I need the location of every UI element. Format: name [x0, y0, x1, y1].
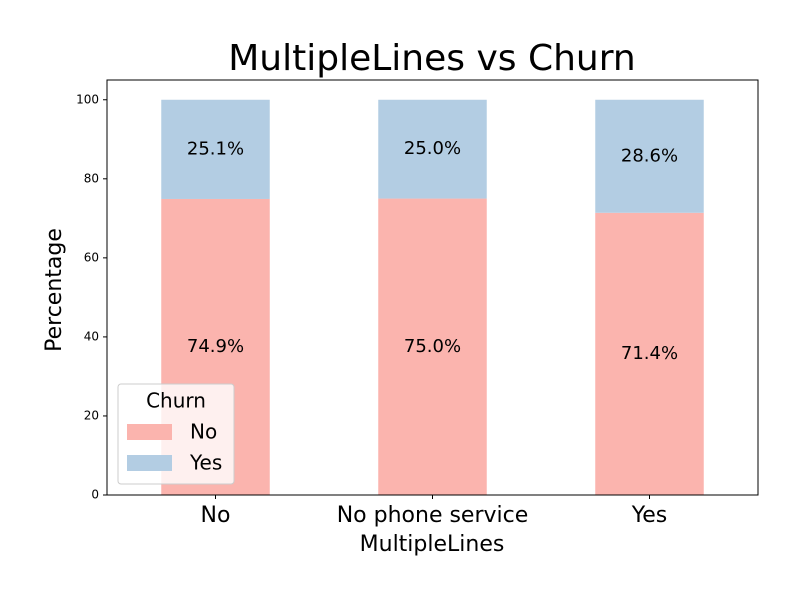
y-tick-label: 40 [84, 329, 99, 343]
bar-segment [595, 212, 704, 496]
bar-segment [378, 99, 487, 199]
x-tick-label: No [201, 503, 231, 528]
bar-segment [378, 198, 487, 496]
value-label: 28.6% [621, 145, 678, 166]
value-label: 25.1% [187, 138, 244, 159]
value-label: 75.0% [404, 336, 461, 357]
bar-segment [161, 99, 270, 199]
y-tick-label: 20 [84, 408, 99, 422]
y-tick-label: 0 [91, 488, 99, 502]
legend-swatch [127, 455, 172, 471]
y-axis-label: Percentage [42, 228, 67, 352]
x-axis-label: MultipleLines [360, 532, 505, 557]
x-tick-label: No phone service [337, 503, 529, 528]
legend-title: Churn [146, 389, 206, 413]
legend-swatch [127, 424, 172, 440]
value-label: 25.0% [404, 138, 461, 159]
y-tick-label: 80 [84, 171, 99, 185]
bar-segment [595, 99, 704, 213]
y-tick-label: 60 [84, 250, 99, 264]
legend-label: Yes [189, 451, 222, 475]
legend-label: No [190, 420, 217, 444]
chart-title: MultipleLines vs Churn [228, 38, 635, 79]
value-label: 71.4% [621, 343, 678, 364]
y-tick-label: 100 [76, 92, 99, 106]
axes-frame [106, 79, 759, 496]
x-tick-label: Yes [631, 503, 668, 528]
value-label: 74.9% [187, 336, 244, 357]
